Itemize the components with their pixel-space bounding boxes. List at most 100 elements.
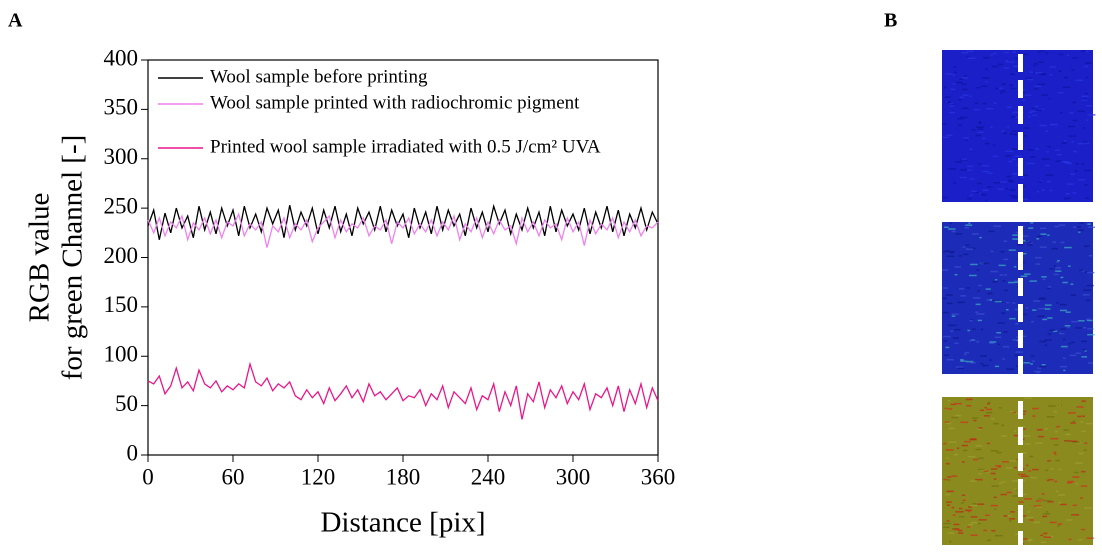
texture	[957, 367, 965, 370]
texture	[1002, 358, 1006, 360]
texture	[1084, 184, 1088, 186]
y-axis-label: RGB value	[24, 193, 56, 323]
texture	[1067, 480, 1075, 483]
texture	[942, 269, 949, 271]
texture	[1060, 276, 1064, 279]
texture	[987, 403, 990, 405]
texture	[1029, 71, 1036, 74]
texture	[1005, 155, 1012, 157]
texture	[1047, 501, 1054, 503]
texture	[945, 346, 950, 349]
texture	[1058, 501, 1062, 504]
texture	[979, 121, 982, 123]
texture	[970, 263, 978, 266]
texture	[1025, 77, 1033, 79]
texture	[942, 196, 949, 199]
texture	[944, 100, 948, 103]
texture	[1086, 284, 1094, 287]
texture	[971, 521, 978, 524]
texture	[951, 416, 959, 419]
texture	[1006, 175, 1012, 178]
texture	[1028, 540, 1032, 542]
texture	[997, 63, 1004, 66]
texture	[1060, 241, 1065, 244]
texture	[1012, 112, 1015, 114]
texture	[1003, 132, 1010, 135]
texture	[972, 297, 981, 299]
texture	[1012, 480, 1018, 482]
texture	[1084, 62, 1092, 64]
dashed-line	[1018, 453, 1023, 471]
texture	[1083, 141, 1088, 143]
texture	[1020, 275, 1028, 278]
texture	[977, 131, 984, 134]
texture	[1006, 491, 1012, 494]
texture	[1087, 333, 1095, 336]
texture	[1027, 241, 1032, 244]
texture	[1051, 247, 1058, 250]
texture	[1028, 227, 1034, 229]
texture	[1053, 265, 1056, 267]
texture	[1016, 243, 1024, 246]
texture	[1067, 439, 1071, 442]
texture	[977, 319, 982, 322]
texture	[1046, 287, 1051, 290]
texture	[993, 52, 997, 55]
texture	[971, 129, 976, 131]
texture	[1086, 537, 1094, 539]
texture	[1052, 241, 1056, 243]
texture	[1075, 327, 1083, 329]
texture	[991, 485, 999, 487]
texture	[1071, 320, 1078, 323]
texture	[1037, 498, 1042, 500]
dashed-line	[1018, 356, 1023, 374]
texture	[1041, 541, 1047, 544]
texture	[973, 458, 979, 461]
texture	[1031, 360, 1035, 362]
dashed-line	[1018, 226, 1023, 244]
texture	[1059, 365, 1068, 368]
texture	[945, 73, 952, 75]
texture	[1053, 451, 1057, 454]
texture	[975, 191, 980, 194]
texture	[950, 403, 956, 406]
texture	[995, 465, 1002, 467]
texture	[976, 86, 981, 89]
texture	[972, 502, 977, 505]
texture	[1086, 319, 1093, 322]
texture	[953, 453, 959, 456]
texture	[953, 66, 957, 68]
texture	[1014, 354, 1020, 357]
texture	[1059, 309, 1067, 312]
texture	[1023, 135, 1027, 137]
texture	[1055, 490, 1059, 493]
texture	[1059, 303, 1067, 306]
texture	[986, 107, 994, 110]
texture	[1010, 87, 1018, 90]
texture	[1084, 92, 1088, 95]
texture	[982, 364, 989, 367]
texture	[989, 342, 995, 345]
texture	[1085, 318, 1091, 320]
texture	[1088, 226, 1095, 229]
texture	[1081, 528, 1085, 531]
texture	[1070, 173, 1075, 176]
texture	[942, 123, 947, 125]
texture	[1015, 351, 1023, 353]
texture	[1039, 50, 1045, 52]
texture	[949, 102, 954, 105]
texture	[951, 230, 956, 233]
texture	[1085, 422, 1093, 425]
texture	[1066, 54, 1070, 57]
texture	[954, 71, 957, 74]
texture	[1087, 362, 1093, 364]
texture	[950, 330, 954, 332]
y-tick-label: 0	[127, 440, 139, 465]
texture	[1064, 76, 1069, 79]
texture	[1075, 483, 1079, 485]
texture	[1055, 267, 1062, 269]
texture	[1082, 326, 1087, 329]
texture	[951, 475, 958, 477]
y-tick-label: 200	[104, 243, 139, 268]
texture	[945, 493, 951, 496]
